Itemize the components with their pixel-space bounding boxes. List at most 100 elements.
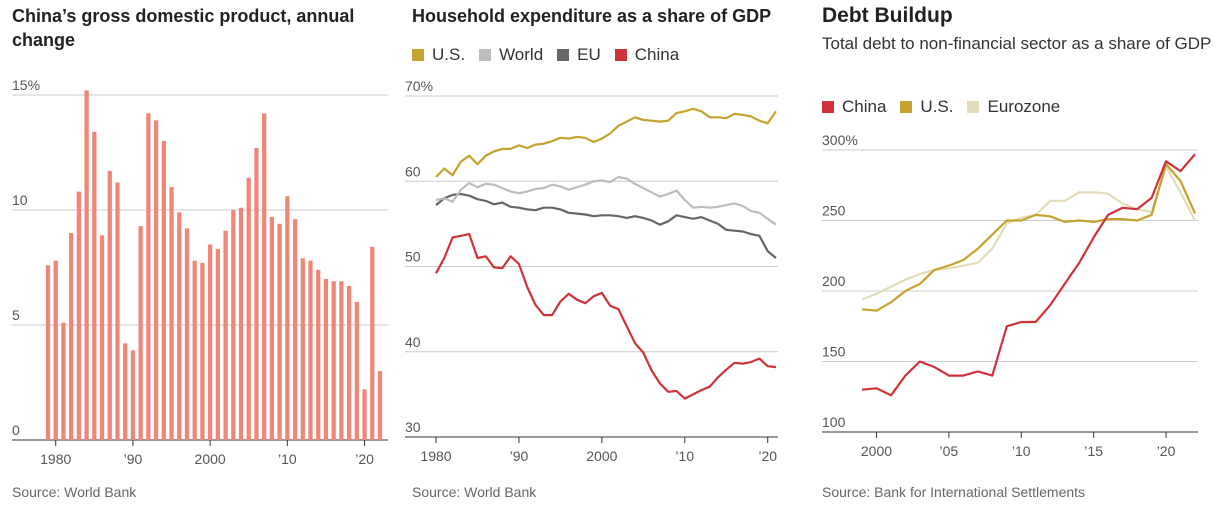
bar	[377, 371, 383, 440]
line-series	[435, 192, 777, 259]
bar	[354, 302, 359, 440]
bar	[277, 223, 282, 440]
bar	[99, 235, 105, 440]
chart-panel: 100 150 200 250 300% 2000 ’05 ’10 ’15 ’20 Debt Bui…	[810, 0, 1216, 524]
line-series	[435, 175, 777, 226]
bar	[200, 262, 205, 440]
y-tick-label: 0	[12, 422, 20, 438]
legend-swatch	[900, 101, 913, 113]
bar	[69, 233, 74, 440]
legend-item: U.S.	[412, 45, 465, 65]
bar	[285, 196, 290, 440]
bar	[208, 244, 213, 440]
legend: U.S. World EU China	[412, 45, 693, 66]
bar	[123, 343, 128, 440]
chart-panel: 0 5 10 15% 1980 ’90 2000 ’10 ’20 China’s gross do…	[0, 0, 400, 524]
source: Source: Bank for International Settlemen…	[822, 484, 1086, 500]
x-tick-label: ’15	[1084, 443, 1103, 459]
bar	[323, 279, 329, 440]
y-tick-label: 250	[822, 203, 846, 219]
legend: China U.S. Eurozone	[822, 97, 1074, 118]
bar	[331, 281, 336, 440]
bar	[146, 113, 151, 441]
chart: 100 150 200 250 300% 2000 ’05 ’10 ’15 ’20	[822, 132, 1198, 459]
bar	[76, 191, 82, 440]
bar	[177, 212, 182, 440]
source: Source: World Bank	[412, 484, 537, 500]
chart-title: China’s gross domestic product, annual c…	[12, 6, 355, 50]
bar	[184, 228, 190, 440]
line-series	[861, 153, 1196, 397]
x-tick-label: 2000	[195, 451, 226, 467]
legend-item: China	[822, 97, 886, 117]
bar	[61, 322, 66, 440]
chart-panel: 30 40 50 60 70% 1980 ’90 2000 ’10 ’20 Household ex…	[400, 0, 805, 524]
y-tick-label: 15%	[12, 77, 40, 93]
x-tick-label: ’90	[124, 451, 143, 467]
y-tick-label: 70%	[405, 78, 433, 94]
chart-title: Household expenditure as a share of GDP	[412, 6, 772, 26]
source: Source: World Bank	[12, 484, 137, 500]
chart: 0 5 10 15% 1980 ’90 2000 ’10 ’20	[12, 77, 388, 467]
x-tick-label: ’10	[278, 451, 297, 467]
bar	[246, 177, 251, 441]
bar	[269, 216, 275, 440]
bar	[370, 246, 375, 440]
bar	[84, 90, 89, 441]
x-tick-label: ’05	[940, 443, 959, 459]
x-tick-label: 1980	[40, 451, 71, 467]
legend-label: World	[499, 45, 544, 64]
chart-subtitle: Total debt to non-financial sector as a …	[822, 34, 1212, 53]
bar	[215, 249, 220, 440]
legend-label: China	[634, 45, 680, 64]
x-tick-label: ’20	[758, 448, 777, 464]
bar	[346, 285, 352, 440]
y-tick-label: 60	[405, 163, 421, 179]
legend-item: World	[479, 45, 543, 65]
bar	[339, 281, 344, 440]
bar	[254, 147, 259, 440]
legend-swatch	[557, 49, 570, 61]
bar	[45, 265, 51, 440]
x-tick-label: 2000	[861, 443, 892, 459]
bar	[292, 219, 298, 440]
line-series	[435, 107, 777, 178]
bar	[153, 120, 159, 441]
x-tick-label: 1980	[420, 448, 451, 464]
line-series	[861, 165, 1196, 301]
legend-item: EU	[557, 45, 601, 65]
bar	[161, 141, 166, 440]
bar	[53, 260, 58, 440]
bar	[316, 269, 321, 440]
y-tick-label: 300%	[822, 132, 858, 148]
chart: 30 40 50 60 70% 1980 ’90 2000 ’10 ’20	[405, 78, 778, 464]
y-tick-label: 30	[405, 419, 421, 435]
bar	[308, 260, 313, 440]
legend-label: Eurozone	[987, 97, 1061, 116]
y-tick-label: 100	[822, 414, 846, 430]
legend-item: Eurozone	[967, 97, 1060, 117]
chart-title: Debt Buildup	[822, 4, 953, 27]
bar	[231, 210, 236, 440]
legend-swatch	[822, 101, 834, 113]
legend-label: U.S.	[432, 45, 466, 64]
bar	[169, 187, 174, 440]
bar	[138, 226, 143, 440]
bar	[192, 260, 197, 440]
legend-swatch	[412, 49, 424, 61]
line-series	[435, 233, 777, 400]
bar	[300, 258, 305, 440]
line-series	[861, 163, 1197, 312]
x-tick-label: ’20	[1157, 443, 1176, 459]
y-tick-label: 5	[12, 307, 20, 323]
legend-label: EU	[577, 45, 601, 64]
bar	[262, 113, 267, 441]
x-tick-label: ’20	[355, 451, 374, 467]
legend-item: U.S.	[900, 97, 953, 117]
bar	[130, 350, 136, 440]
legend-swatch	[479, 49, 492, 61]
y-tick-label: 10	[12, 192, 28, 208]
y-tick-label: 50	[405, 249, 421, 265]
x-tick-label: 2000	[586, 448, 617, 464]
